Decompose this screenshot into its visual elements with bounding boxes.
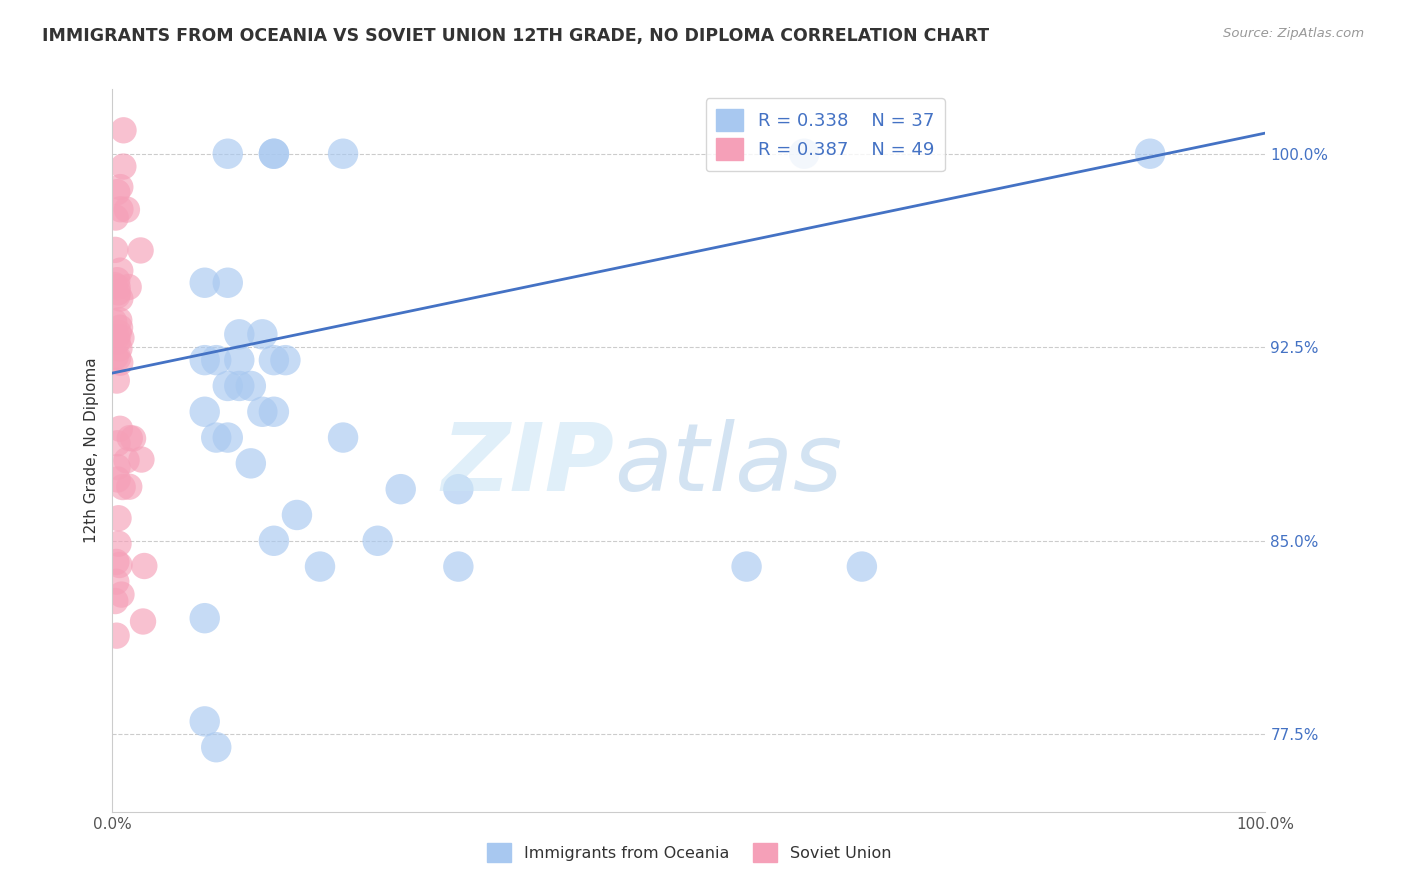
Point	[239, 379, 262, 393]
Point	[252, 327, 274, 342]
Point	[107, 334, 129, 349]
Point	[447, 559, 470, 574]
Legend: Immigrants from Oceania, Soviet Union: Immigrants from Oceania, Soviet Union	[481, 837, 897, 869]
Point	[239, 456, 262, 470]
Point	[107, 326, 129, 340]
Point	[1139, 146, 1161, 161]
Point	[103, 314, 125, 328]
Point	[118, 280, 141, 294]
Point	[115, 202, 138, 217]
Point	[735, 559, 758, 574]
Point	[110, 356, 132, 370]
Point	[110, 292, 132, 306]
Point	[108, 342, 131, 356]
Point	[103, 278, 125, 293]
Point	[447, 482, 470, 496]
Point	[115, 453, 138, 467]
Point	[104, 211, 127, 225]
Point	[263, 405, 285, 419]
Point	[108, 320, 131, 334]
Point	[112, 160, 135, 174]
Point	[105, 185, 128, 199]
Point	[851, 559, 873, 574]
Point	[112, 123, 135, 137]
Text: IMMIGRANTS FROM OCEANIA VS SOVIET UNION 12TH GRADE, NO DIPLOMA CORRELATION CHART: IMMIGRANTS FROM OCEANIA VS SOVIET UNION …	[42, 27, 990, 45]
Point	[110, 588, 132, 602]
Point	[108, 422, 131, 436]
Point	[110, 263, 132, 277]
Point	[332, 146, 354, 161]
Point	[793, 146, 815, 161]
Point	[111, 480, 134, 494]
Text: atlas: atlas	[614, 419, 842, 510]
Point	[122, 432, 145, 446]
Point	[367, 533, 389, 548]
Point	[263, 146, 285, 161]
Point	[104, 350, 127, 364]
Point	[332, 431, 354, 445]
Point	[194, 276, 217, 290]
Point	[110, 180, 132, 194]
Point	[131, 452, 153, 467]
Point	[194, 353, 217, 368]
Point	[217, 276, 239, 290]
Point	[217, 379, 239, 393]
Point	[228, 379, 250, 393]
Point	[107, 537, 129, 551]
Point	[134, 559, 156, 574]
Point	[107, 511, 129, 525]
Point	[309, 559, 332, 574]
Point	[263, 353, 285, 368]
Point	[217, 431, 239, 445]
Y-axis label: 12th Grade, No Diploma: 12th Grade, No Diploma	[83, 358, 98, 543]
Point	[132, 615, 155, 629]
Point	[105, 273, 128, 287]
Point	[194, 611, 217, 625]
Point	[107, 436, 129, 450]
Point	[194, 714, 217, 729]
Point	[105, 374, 128, 388]
Text: ZIP: ZIP	[441, 419, 614, 511]
Point	[105, 629, 128, 643]
Point	[252, 405, 274, 419]
Point	[105, 574, 128, 589]
Point	[107, 473, 129, 487]
Point	[228, 327, 250, 342]
Point	[107, 351, 129, 365]
Point	[107, 285, 129, 300]
Point	[107, 460, 129, 475]
Point	[104, 594, 127, 608]
Point	[263, 146, 285, 161]
Point	[129, 244, 152, 258]
Point	[118, 431, 141, 445]
Point	[263, 533, 285, 548]
Point	[118, 480, 141, 494]
Point	[110, 202, 132, 217]
Point	[205, 431, 228, 445]
Point	[389, 482, 412, 496]
Point	[228, 353, 250, 368]
Point	[104, 243, 127, 257]
Point	[274, 353, 297, 368]
Point	[107, 280, 129, 294]
Point	[217, 146, 239, 161]
Point	[110, 331, 132, 345]
Text: Source: ZipAtlas.com: Source: ZipAtlas.com	[1223, 27, 1364, 40]
Point	[205, 353, 228, 368]
Point	[105, 555, 128, 569]
Point	[108, 558, 131, 572]
Point	[194, 405, 217, 419]
Point	[205, 740, 228, 755]
Point	[105, 330, 128, 344]
Point	[108, 313, 131, 327]
Point	[105, 289, 128, 303]
Point	[285, 508, 308, 522]
